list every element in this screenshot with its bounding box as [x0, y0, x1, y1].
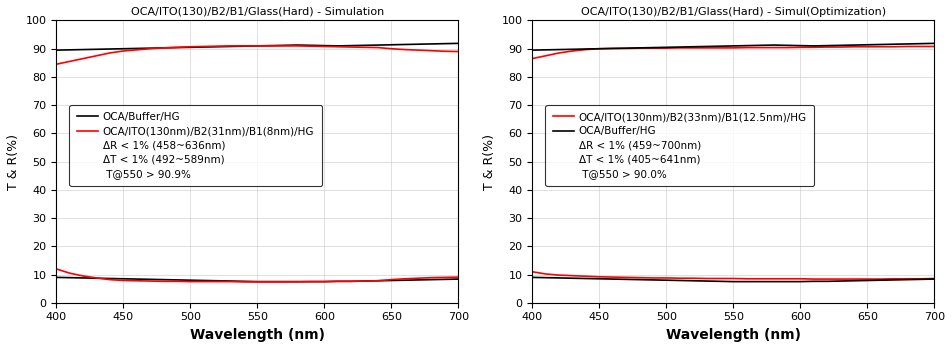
- Legend: OCA/Buffer/HG, OCA/ITO(130nm)/B2(31nm)/B1(8nm)/HG, ΔR < 1% (458~636nm), ΔT < 1% : OCA/Buffer/HG, OCA/ITO(130nm)/B2(31nm)/B…: [69, 105, 322, 186]
- X-axis label: Wavelength (nm): Wavelength (nm): [665, 328, 801, 342]
- X-axis label: Wavelength (nm): Wavelength (nm): [189, 328, 325, 342]
- Y-axis label: T & R(%): T & R(%): [7, 134, 20, 190]
- Title: OCA/ITO(130)/B2/B1/Glass(Hard) - Simul(Optimization): OCA/ITO(130)/B2/B1/Glass(Hard) - Simul(O…: [581, 7, 886, 17]
- Legend: OCA/ITO(130nm)/B2(33nm)/B1(12.5nm)/HG, OCA/Buffer/HG, ΔR < 1% (459~700nm), ΔT < : OCA/ITO(130nm)/B2(33nm)/B1(12.5nm)/HG, O…: [545, 105, 814, 186]
- Y-axis label: T & R(%): T & R(%): [483, 134, 496, 190]
- Title: OCA/ITO(130)/B2/B1/Glass(Hard) - Simulation: OCA/ITO(130)/B2/B1/Glass(Hard) - Simulat…: [130, 7, 384, 17]
